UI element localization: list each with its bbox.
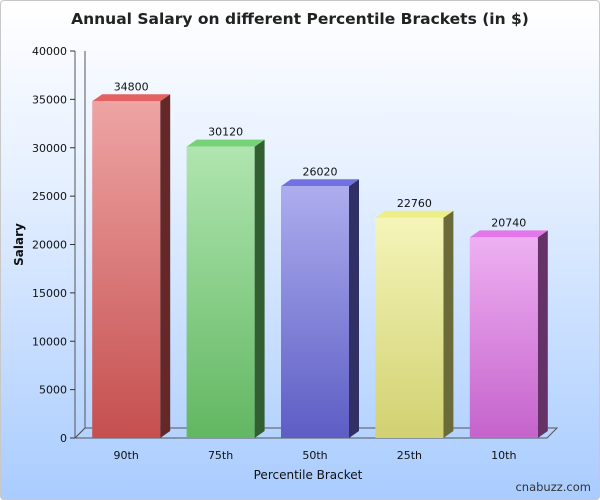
chart-labels: 0 5000 10000 15000 20000 25000 30000 35000 40000… <box>12 45 526 482</box>
bar-side-10th <box>537 230 548 438</box>
data-label-10th: 20740 <box>491 216 526 229</box>
y-tick-label: 40000 <box>32 45 67 58</box>
x-axis-title: Percentile Bracket <box>254 468 363 482</box>
bar-side-75th <box>254 139 265 439</box>
y-tick-label: 35000 <box>32 93 67 106</box>
floor-depth-line <box>74 427 86 439</box>
chart-title: Annual Salary on different Percentile Br… <box>71 10 529 28</box>
x-tick-label-75th: 75th <box>208 449 233 462</box>
x-tick-label-90th: 90th <box>114 449 139 462</box>
chart-bars <box>92 94 548 439</box>
y-tick-label: 30000 <box>32 142 67 155</box>
bar-10th <box>469 237 538 438</box>
y-tick-label: 20000 <box>32 239 67 252</box>
bar-top-90th <box>92 94 171 102</box>
data-label-25th: 22760 <box>397 197 432 210</box>
data-label-75th: 30120 <box>208 126 243 139</box>
bar-side-25th <box>443 210 454 438</box>
bar-top-50th <box>281 179 359 187</box>
bar-top-25th <box>375 210 454 218</box>
y-axis-title: Salary <box>12 223 26 266</box>
data-label-90th: 34800 <box>114 80 149 93</box>
bar-top-75th <box>186 139 265 147</box>
watermark: cnabuzz.com <box>515 480 591 494</box>
y-tick-label: 5000 <box>39 384 67 397</box>
x-tick-label-50th: 50th <box>302 449 327 462</box>
bar-90th <box>92 101 161 438</box>
bar-75th <box>186 146 255 439</box>
bar-50th <box>281 186 349 438</box>
y-tick-label: 10000 <box>32 335 67 348</box>
bar-top-10th <box>469 230 548 238</box>
x-tick-label-25th: 25th <box>397 449 422 462</box>
x-tick-label-10th: 10th <box>491 449 516 462</box>
data-label-50th: 26020 <box>303 165 338 178</box>
bar-side-50th <box>349 179 359 438</box>
bar-25th <box>375 217 444 438</box>
y-tick-label: 25000 <box>32 190 67 203</box>
bar-side-90th <box>160 94 171 438</box>
y-tick-label: 0 <box>60 432 67 445</box>
y-tick-label: 15000 <box>32 287 67 300</box>
